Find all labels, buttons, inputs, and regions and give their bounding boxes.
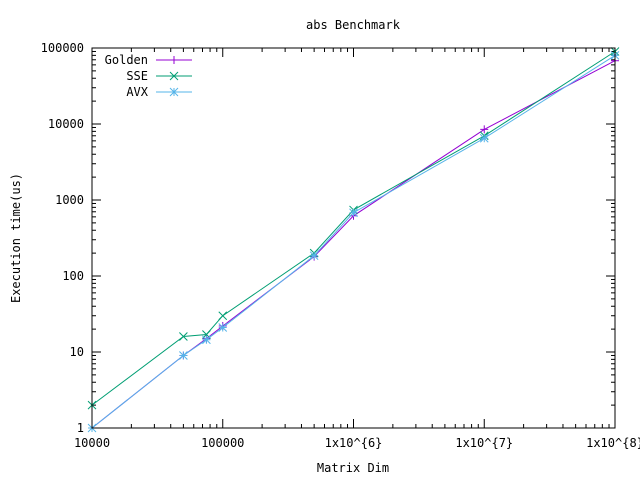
- x-tick-label: 10000: [74, 436, 110, 450]
- y-tick-label: 100000: [41, 41, 84, 55]
- data-point-avx: [179, 351, 188, 360]
- legend-label: SSE: [126, 69, 148, 83]
- data-point-avx: [202, 335, 211, 345]
- y-tick-label: 100: [62, 269, 84, 283]
- x-tick-label: 100000: [201, 436, 244, 450]
- y-axis-label: Execution time(us): [9, 173, 23, 303]
- data-point-golden: [480, 125, 489, 134]
- series-line-golden: [91, 60, 616, 429]
- series-layer: [87, 47, 620, 433]
- x-tick-label: 1x10^{8}: [586, 436, 640, 450]
- data-point-avx: [309, 251, 319, 261]
- x-axis-label: Matrix Dim: [317, 461, 389, 475]
- data-point-avx: [349, 208, 358, 218]
- legend-marker: [170, 56, 178, 64]
- y-tick-label: 1: [77, 421, 84, 435]
- y-tick-label: 10000: [48, 117, 84, 131]
- series-line-avx: [91, 54, 616, 429]
- legend: Golden SSE AVX: [105, 53, 192, 99]
- y-tick-label: 10: [70, 345, 84, 359]
- legend-label: Golden: [105, 53, 148, 67]
- series-line-sse: [91, 51, 616, 406]
- x-tick-label: 1x10^{7}: [455, 436, 513, 450]
- data-point-sse: [179, 332, 188, 341]
- legend-label: AVX: [126, 85, 148, 99]
- data-point-sse: [218, 311, 228, 321]
- legend-marker: [169, 71, 179, 81]
- y-tick-label: 1000: [55, 193, 84, 207]
- x-tick-label: 1x10^{6}: [325, 436, 383, 450]
- axis-ticks: 1 10 100 1000 10000 100000 10000 100000 1x10^{6}…: [41, 41, 640, 450]
- plot-frame: [91, 47, 616, 429]
- legend-marker: [169, 87, 179, 97]
- chart-title: abs Benchmark: [306, 18, 401, 32]
- data-point-avx: [479, 133, 489, 143]
- data-point-avx: [218, 323, 228, 332]
